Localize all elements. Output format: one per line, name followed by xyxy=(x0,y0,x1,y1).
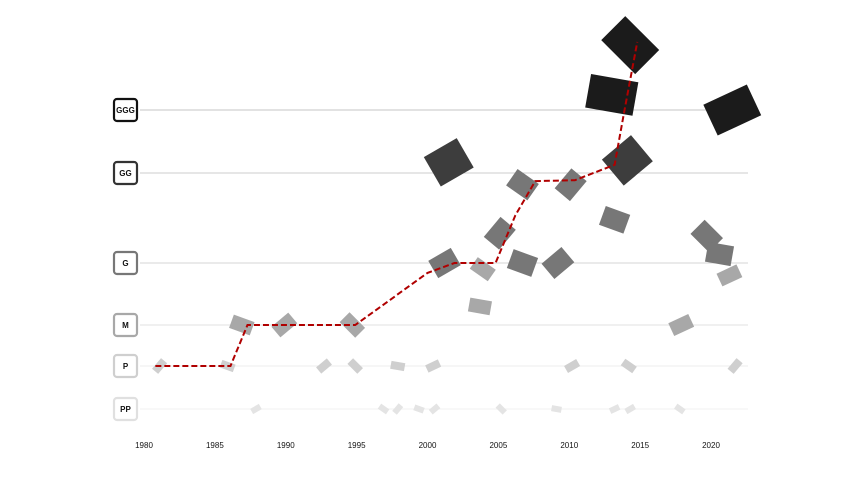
item-shape xyxy=(392,403,404,415)
item-shape xyxy=(585,73,639,116)
x-tick-label: 1995 xyxy=(348,441,366,450)
item-shape xyxy=(428,403,441,415)
item-shape xyxy=(716,264,743,287)
item-shape xyxy=(425,359,442,373)
item-shape xyxy=(413,404,425,414)
x-tick-label: 2020 xyxy=(702,441,720,450)
item-shape xyxy=(608,404,621,414)
level-label: P xyxy=(123,362,129,371)
item-shape xyxy=(598,205,631,234)
item-shape xyxy=(727,358,743,374)
item-shape xyxy=(703,84,762,136)
item-shape xyxy=(673,403,686,415)
level-box xyxy=(112,160,139,186)
item-shape xyxy=(620,358,637,374)
item-shape xyxy=(377,403,390,415)
x-tick-label: 2015 xyxy=(631,441,649,450)
item-shape xyxy=(316,358,332,374)
level-box xyxy=(112,97,139,123)
item-shape xyxy=(250,403,262,415)
level-box xyxy=(112,312,139,338)
level-box xyxy=(112,396,139,422)
item-shape xyxy=(601,16,660,75)
item-shape xyxy=(704,241,735,267)
item-shape xyxy=(339,312,366,338)
item-shape xyxy=(347,358,363,374)
item-shape xyxy=(390,360,406,372)
x-tick-label: 1980 xyxy=(135,441,153,450)
item-shape xyxy=(506,249,539,277)
level-label: GG xyxy=(119,169,131,178)
x-tick-label: 1985 xyxy=(206,441,224,450)
level-label: PP xyxy=(120,405,131,414)
item-shape xyxy=(551,405,562,413)
level-label: GGG xyxy=(116,106,135,115)
x-tick-label: 2010 xyxy=(560,441,578,450)
item-shape xyxy=(495,403,507,415)
x-tick-label: 1990 xyxy=(277,441,295,450)
level-box xyxy=(112,353,139,379)
level-box xyxy=(112,250,139,276)
item-shape xyxy=(229,314,255,336)
item-shape xyxy=(601,135,653,186)
item-shape xyxy=(469,257,496,282)
level-label: M xyxy=(122,321,129,330)
trend-line xyxy=(155,41,639,367)
item-shape xyxy=(467,297,492,316)
item-shape xyxy=(423,138,474,187)
x-tick-label: 2000 xyxy=(419,441,437,450)
item-shape xyxy=(483,216,516,250)
item-shape xyxy=(506,169,539,201)
item-shape xyxy=(564,359,581,373)
item-shape xyxy=(624,403,637,415)
item-shape xyxy=(554,168,587,202)
item-shape xyxy=(668,314,695,336)
level-label: G xyxy=(122,259,128,268)
item-shape xyxy=(541,246,575,280)
x-tick-label: 2005 xyxy=(489,441,507,450)
